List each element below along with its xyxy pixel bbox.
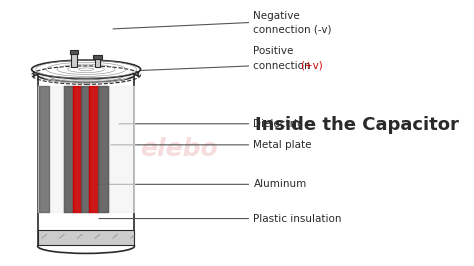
Bar [93, 55, 102, 59]
Ellipse shape [37, 239, 135, 253]
Bar [71, 52, 77, 67]
Bar [37, 230, 135, 245]
Bar [70, 50, 78, 53]
Ellipse shape [37, 68, 135, 82]
Ellipse shape [32, 60, 140, 78]
Text: Dielectric: Dielectric [254, 119, 303, 129]
Text: Inside the Capacitor: Inside the Capacitor [255, 116, 459, 134]
Bar [94, 57, 100, 67]
Text: Aluminum: Aluminum [254, 179, 307, 189]
Text: Plastic insulation: Plastic insulation [254, 214, 342, 223]
Text: elebo: elebo [140, 137, 218, 161]
Text: Positive: Positive [254, 46, 294, 56]
Text: connection: connection [254, 61, 314, 71]
Text: (+v): (+v) [300, 61, 322, 71]
Text: Metal plate: Metal plate [254, 140, 312, 150]
Text: Negative
connection (-v): Negative connection (-v) [254, 11, 332, 34]
